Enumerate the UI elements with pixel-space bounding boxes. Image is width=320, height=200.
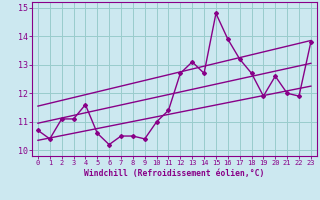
X-axis label: Windchill (Refroidissement éolien,°C): Windchill (Refroidissement éolien,°C) bbox=[84, 169, 265, 178]
